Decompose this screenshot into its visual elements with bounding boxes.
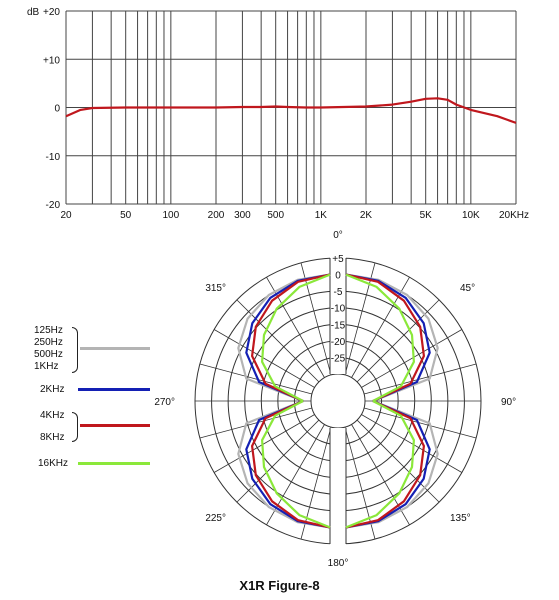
- x-tick-label: 20KHz: [499, 210, 529, 221]
- y-tick-label: +10: [43, 55, 60, 66]
- r-tick-label: -20: [331, 337, 346, 348]
- polar-pattern-line: [245, 273, 431, 529]
- angle-label: 0°: [333, 230, 343, 241]
- legend-label: 2KHz: [40, 384, 65, 395]
- polar-spoke: [236, 299, 320, 383]
- r-tick-label: -10: [331, 304, 346, 315]
- polar-spoke: [361, 329, 463, 388]
- polar-spoke: [213, 329, 315, 388]
- legend-brace: [72, 412, 78, 442]
- r-tick-label: +5: [332, 254, 344, 265]
- figure-caption: X1R Figure-8: [239, 578, 320, 593]
- legend-label: 4KHz: [40, 410, 65, 421]
- angle-label: 270°: [154, 397, 175, 408]
- legend-label: 125Hz: [34, 325, 63, 336]
- polar-pattern-line: [237, 273, 439, 529]
- legend-4khz-8khz: 4KHz 8KHz: [40, 410, 64, 444]
- x-tick-label: 5K: [420, 210, 433, 221]
- legend-label: 8KHz: [40, 432, 65, 443]
- y-tick-label: +20: [43, 7, 60, 18]
- polar-spoke: [363, 363, 477, 395]
- polar-spoke: [213, 414, 315, 473]
- x-tick-label: 300: [234, 210, 251, 221]
- x-tick-label: 20: [60, 210, 72, 221]
- x-tick-label: 100: [163, 210, 180, 221]
- legend-label: 250Hz: [34, 337, 63, 348]
- legend-16khz: 16KHz: [38, 458, 68, 470]
- angle-label: 45°: [460, 283, 475, 294]
- legend-brace: [72, 327, 78, 373]
- polar-spoke: [361, 414, 463, 473]
- x-tick-label: 1K: [315, 210, 328, 221]
- polar-spoke: [300, 262, 332, 376]
- legend-swatch-blue: [78, 388, 150, 391]
- legend-swatch-green: [78, 462, 150, 465]
- y-tick-label: -20: [46, 200, 61, 211]
- frequency-response-line: [65, 97, 517, 124]
- legend-2khz: 2KHz: [40, 384, 64, 396]
- scale-gap-top: [330, 256, 346, 374]
- legend-label: 1KHz: [34, 361, 59, 372]
- legend-swatch-gray: [80, 347, 150, 350]
- y-tick-label: 0: [54, 104, 60, 115]
- polar-spoke: [199, 363, 313, 395]
- x-tick-label: 2K: [360, 210, 373, 221]
- polar-center-ring: [310, 373, 366, 429]
- legend-label: 16KHz: [38, 458, 69, 469]
- polar-spoke: [199, 407, 313, 439]
- polar-pattern-chart: +5 0 -5 -10 -15 -20 -25 0° 45° 90° 135° 180° 225° 270…: [154, 230, 516, 569]
- angle-label: 90°: [501, 397, 516, 408]
- angle-label: 135°: [450, 513, 471, 524]
- legend-swatch-red: [80, 424, 150, 427]
- y-axis-label: dB: [27, 7, 40, 18]
- polar-spoke: [356, 419, 440, 503]
- legend-125hz-1khz: 125Hz 250Hz 500Hz 1KHz: [34, 325, 63, 373]
- r-tick-label: -15: [331, 320, 346, 331]
- polar-spoke: [344, 262, 376, 376]
- frequency-response-chart: +20 +10 0 -10 -20 dB 20 50 100 200 300 500 1K 2K 5K 10K…: [27, 7, 529, 221]
- angle-label: 315°: [205, 283, 226, 294]
- angle-label: 180°: [328, 558, 349, 569]
- x-tick-label: 500: [267, 210, 284, 221]
- r-tick-label: -25: [331, 353, 346, 364]
- y-tick-label: -10: [46, 152, 61, 163]
- polar-spoke: [363, 407, 477, 439]
- polar-pattern-line: [251, 273, 425, 529]
- angle-label: 225°: [205, 513, 226, 524]
- polar-spoke: [236, 419, 320, 503]
- r-tick-label: -5: [334, 287, 343, 298]
- legend-label: 500Hz: [34, 349, 63, 360]
- polar-spoke: [356, 299, 440, 383]
- polar-spoke: [344, 426, 376, 540]
- x-tick-label: 10K: [462, 210, 480, 221]
- polar-spoke: [300, 426, 332, 540]
- polar-pattern-line: [261, 273, 415, 529]
- x-tick-label: 200: [208, 210, 225, 221]
- x-tick-label: 50: [120, 210, 132, 221]
- scale-gap-bottom: [330, 428, 346, 546]
- r-tick-label: 0: [335, 271, 341, 282]
